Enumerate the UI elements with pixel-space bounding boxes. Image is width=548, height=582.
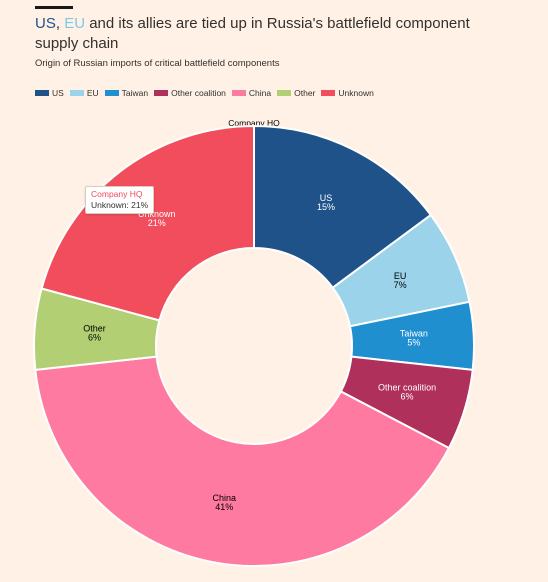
legend-swatch <box>277 90 292 96</box>
legend-item-other-coalition[interactable]: Other coalition <box>154 88 226 98</box>
slice-label-value: 5% <box>407 338 420 348</box>
legend-item-taiwan[interactable]: Taiwan <box>104 88 149 98</box>
legend-label: China <box>248 88 272 98</box>
top-accent-bar <box>35 6 73 9</box>
title-eu: EU <box>64 15 86 32</box>
slice-label-name: US <box>320 193 333 203</box>
title-rest: and its allies are tied up in Russia's b… <box>35 15 470 52</box>
slice-label-name: Other coalition <box>378 383 436 393</box>
slice-label-value: 41% <box>215 502 233 512</box>
legend-item-unknown[interactable]: Unknown <box>321 88 374 98</box>
legend-item-china[interactable]: China <box>231 88 272 98</box>
legend-swatch <box>69 90 84 96</box>
slice-label-name: Unknown <box>138 209 176 219</box>
legend-swatch <box>231 90 246 96</box>
legend-swatch <box>104 90 119 96</box>
legend-item-other[interactable]: Other <box>277 88 315 98</box>
tooltip-title: Company HQ <box>91 189 143 199</box>
chart-subtitle: Origin of Russian imports of critical ba… <box>35 58 280 69</box>
slice-label-value: 7% <box>394 280 407 290</box>
legend-item-eu[interactable]: EU <box>69 88 99 98</box>
slice-unknown[interactable] <box>40 124 255 322</box>
legend-label: Taiwan <box>121 88 149 98</box>
slice-label-value: 15% <box>317 202 335 212</box>
slice-label-value: 21% <box>148 218 166 228</box>
legend-swatch <box>321 90 336 96</box>
tooltip: Company HQ Unknown: 21% <box>85 186 155 214</box>
slice-label-name: China <box>213 493 237 503</box>
slice-label-name: Taiwan <box>400 329 428 339</box>
title-separator: , <box>55 15 65 32</box>
chart-heading: Company HQ <box>228 118 280 128</box>
tooltip-line: Unknown: 21% <box>91 200 149 210</box>
slice-label-value: 6% <box>401 392 414 402</box>
legend-swatch <box>35 90 49 96</box>
legend-swatch <box>154 90 169 96</box>
legend-item-us[interactable]: US <box>35 88 64 98</box>
legend-label: Other <box>294 88 316 98</box>
slice-label-name: Other <box>83 324 106 334</box>
slice-label-value: 6% <box>88 333 101 343</box>
chart-title: US, EU and its allies are tied up in Rus… <box>35 14 515 54</box>
legend-label: Unknown <box>338 88 374 98</box>
legend-label: EU <box>86 88 99 98</box>
slice-china[interactable] <box>34 355 451 567</box>
legend: US EU Taiwan Other coalition China Other Unkno… <box>35 88 374 98</box>
slices-group <box>33 124 475 567</box>
slice-label-name: EU <box>394 271 407 281</box>
legend-label: US <box>52 88 64 98</box>
legend-label: Other coalition <box>171 88 226 98</box>
title-us: US <box>35 15 56 32</box>
